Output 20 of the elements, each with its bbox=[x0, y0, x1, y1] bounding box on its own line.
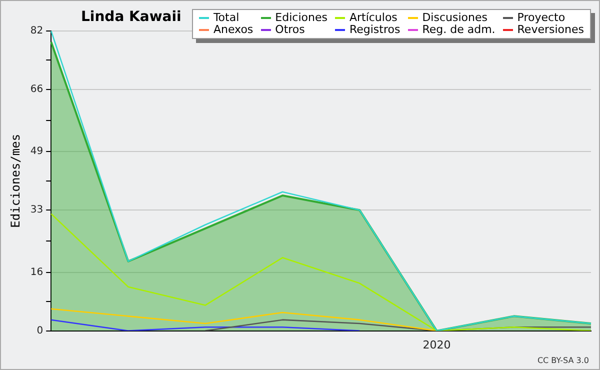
legend-label: Registros bbox=[348, 23, 400, 36]
legend-label: Artículos bbox=[348, 11, 398, 24]
y-axis-title: Ediciones/mes bbox=[8, 134, 22, 228]
y-tick-label: 49 bbox=[30, 146, 44, 158]
legend-label: Total bbox=[212, 11, 240, 24]
text: CC BY-SA 3.0 bbox=[537, 356, 589, 365]
legend-label: Proyecto bbox=[516, 11, 566, 24]
y-tick-label: 66 bbox=[30, 84, 44, 96]
y-tick-label: 33 bbox=[30, 204, 44, 216]
x-tick-label: 2020 bbox=[422, 338, 451, 352]
y-tick-label: 82 bbox=[30, 26, 44, 37]
legend-label: Anexos bbox=[212, 23, 254, 36]
y-tick-label: 16 bbox=[30, 266, 44, 278]
legend-label: Ediciones bbox=[274, 11, 328, 24]
legend-label: Otros bbox=[274, 23, 306, 36]
legend-label: Reg. de adm. bbox=[421, 23, 496, 36]
legend-label: Discusiones bbox=[421, 11, 488, 24]
chart-title: Linda Kawaii bbox=[81, 9, 182, 25]
y-tick-label: 0 bbox=[36, 325, 44, 336]
legend-label: Reversiones bbox=[516, 23, 584, 36]
